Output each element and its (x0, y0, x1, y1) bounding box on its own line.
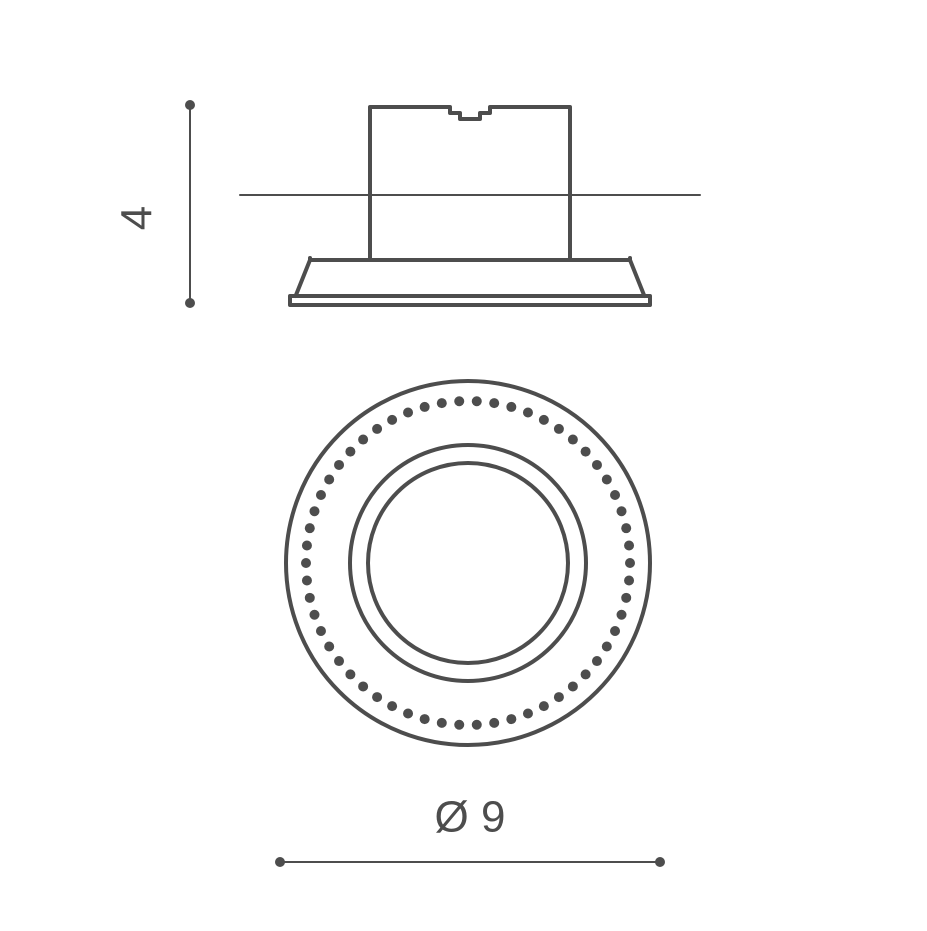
side-view (240, 107, 700, 305)
technical-drawing: 4 Ø 9 (0, 0, 927, 931)
plan-view (286, 381, 650, 745)
dim-diameter-label: Ø 9 (435, 793, 506, 842)
dim-height-label: 4 (113, 206, 162, 230)
dim-diameter: Ø 9 (275, 793, 665, 867)
dim-height: 4 (113, 100, 195, 308)
